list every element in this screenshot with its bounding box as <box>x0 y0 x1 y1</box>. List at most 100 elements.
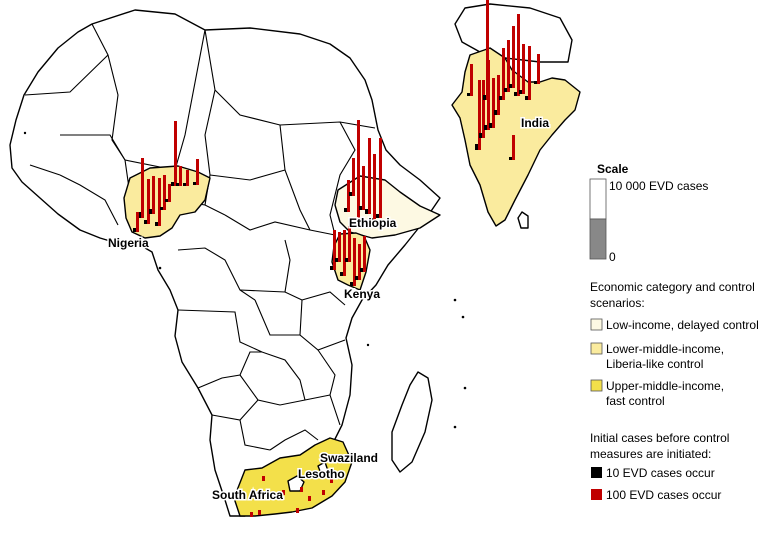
evd-bar-100 <box>379 138 382 218</box>
evd-bar-10 <box>376 214 379 218</box>
evd-bar-10 <box>183 183 186 186</box>
evd-bar-10 <box>509 84 512 88</box>
evd-bar-10 <box>475 144 478 150</box>
evd-bar-100 <box>522 44 525 94</box>
scale-title: Scale <box>597 162 629 176</box>
evd-marker-south-africa <box>262 476 265 481</box>
evd-marker-south-africa <box>296 508 299 513</box>
legend-lower-middle-income-line1: Lower-middle-income, <box>606 342 724 356</box>
country-label-kenya: Kenya <box>344 287 380 301</box>
sri-lanka <box>517 211 529 229</box>
islands <box>23 131 467 429</box>
evd-bar-100 <box>347 180 350 212</box>
evd-bar-100 <box>512 135 515 160</box>
evd-bar-10 <box>499 96 502 100</box>
evd-bar-10 <box>349 192 352 196</box>
evd-bar-10 <box>479 133 482 138</box>
evd-bar-10 <box>467 93 470 96</box>
evd-bar-10 <box>344 208 347 212</box>
evd-bar-10 <box>133 228 136 232</box>
evd-bar-100 <box>136 212 139 232</box>
evd-bar-100 <box>497 75 500 115</box>
evd-bar-100 <box>338 232 341 262</box>
evd-bar-100 <box>537 54 540 84</box>
evd-bar-100 <box>363 236 366 272</box>
scale-max-label: 10 000 EVD cases <box>609 179 708 193</box>
evd-bar-100 <box>147 179 150 224</box>
madagascar <box>391 371 433 473</box>
legend-100-cases: 100 EVD cases occur <box>606 488 721 502</box>
evd-bar-100 <box>368 138 371 214</box>
swatch-lower-middle-income <box>590 342 603 355</box>
evd-marker-south-africa <box>322 490 325 495</box>
evd-bar-10 <box>144 220 147 224</box>
evd-marker-south-africa <box>308 496 311 501</box>
evd-bar-100 <box>353 238 356 286</box>
evd-bar-10 <box>494 110 497 115</box>
evd-bar-10 <box>330 266 333 270</box>
evd-bar-100 <box>470 64 473 96</box>
evd-bar-10 <box>519 90 522 94</box>
scale-bar-lower <box>589 218 607 260</box>
evd-bar-10 <box>509 157 512 160</box>
evd-bar-10 <box>365 209 368 214</box>
legend-economic: Economic category and control scenarios:… <box>590 280 759 408</box>
evd-bar-100 <box>352 158 355 196</box>
country-label-ethiopia: Ethiopia <box>349 216 397 230</box>
evd-bar-100 <box>492 78 495 128</box>
evd-bar-100 <box>179 166 182 186</box>
evd-bar-10 <box>165 199 168 202</box>
country-label-nigeria: Nigeria <box>108 236 149 250</box>
evd-bar-10 <box>355 276 358 280</box>
economic-heading-line: Economic category and control <box>590 280 755 294</box>
swatch-upper-middle-income <box>590 379 603 392</box>
evd-marker-south-africa <box>282 490 285 495</box>
evd-bar-10 <box>340 272 343 276</box>
country-label-south-africa: South Africa <box>212 488 283 502</box>
legend-initial-cases: Initial cases before control measures ar… <box>590 431 729 502</box>
evd-bar-10 <box>514 92 517 96</box>
evd-bar-100 <box>512 26 515 88</box>
evd-bar-10 <box>149 209 152 214</box>
evd-bar-10 <box>484 125 487 130</box>
evd-bar-10 <box>483 95 486 100</box>
evd-bar-10 <box>489 123 492 128</box>
evd-bar-100 <box>343 230 346 276</box>
swatch-low-income <box>590 318 603 331</box>
legend-low-income: Low-income, delayed control <box>606 318 759 332</box>
evd-bar-100 <box>348 226 351 262</box>
evd-bar-100 <box>158 178 161 226</box>
evd-bar-100 <box>517 14 520 96</box>
evd-bar-10 <box>345 258 348 262</box>
evd-marker-south-africa <box>250 512 253 517</box>
ethiopia-region <box>334 175 441 239</box>
scale-min-label: 0 <box>609 250 616 264</box>
economic-heading-line-2: scenarios: <box>590 296 645 310</box>
legend-10-cases: 10 EVD cases occur <box>606 466 715 480</box>
country-label-swaziland: Swaziland <box>320 451 378 465</box>
swatch-10-cases <box>591 467 602 478</box>
evd-bar-10 <box>193 182 196 185</box>
evd-bar-100 <box>507 40 510 92</box>
legend-lower-middle-income-line2: Liberia-like control <box>606 357 703 371</box>
evd-bar-100 <box>502 48 505 100</box>
evd-marker-south-africa <box>300 487 303 492</box>
evd-bar-10 <box>138 212 141 218</box>
evd-bar-10 <box>504 88 507 92</box>
evd-bar-100 <box>482 80 485 138</box>
legend-upper-middle-income-line2: fast control <box>606 394 665 408</box>
evd-bar-100 <box>186 170 189 186</box>
country-label-india: India <box>521 116 549 130</box>
evd-bar-100 <box>478 80 481 150</box>
evd-bar-10 <box>534 81 537 84</box>
evd-bar-100 <box>357 120 360 222</box>
evd-marker-south-africa <box>330 478 333 483</box>
evd-bar-10 <box>359 206 362 210</box>
swaziland-region <box>317 461 329 477</box>
legend-upper-middle-income-line1: Upper-middle-income, <box>606 379 724 393</box>
evd-bar-100 <box>333 230 336 270</box>
evd-bar-10 <box>155 222 158 226</box>
evd-bar-10 <box>354 217 357 222</box>
evd-bar-10 <box>360 268 363 272</box>
